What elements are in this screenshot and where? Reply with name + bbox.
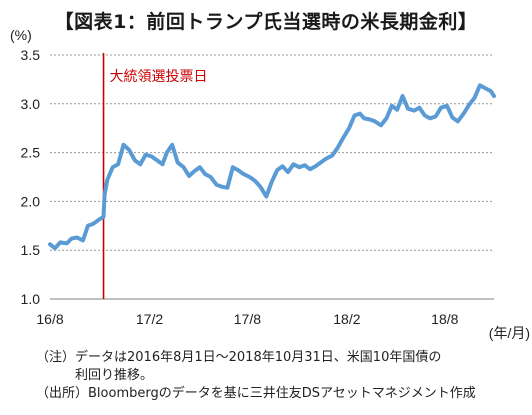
y-tick-label: 2.5 (21, 145, 41, 161)
grid-lines (50, 54, 494, 251)
y-tick-label: 2.0 (21, 193, 41, 209)
y-tick-label: 1.5 (21, 242, 41, 258)
x-tick-label: 17/2 (136, 311, 163, 327)
axis-labels: 1.0 1.5 2.0 2.5 3.0 3.5 16/8 17/2 17/8 18/2 18/8 (%… (10, 27, 530, 341)
note-line-1: （注）データは2016年8月1日～2018年10月31日、米国10年国債の (36, 350, 442, 365)
series-line (48, 83, 496, 251)
x-tick-label: 17/8 (234, 311, 261, 327)
note-line-2: 利回り推移。 (75, 368, 154, 383)
y-tick-label: 1.0 (21, 291, 41, 307)
chart-title-bar: 【図表1：前回トランプ氏当選時の米長期金利】 (0, 0, 532, 40)
source-note: （出所）Bloombergのデータを基に三井住友DSアセットマネジメント作成 (36, 386, 476, 401)
y-axis-label: (%) (10, 27, 32, 43)
election-day-label: 大統領選投票日 (110, 68, 208, 84)
chart-title: 【図表1：前回トランプ氏当選時の米長期金利】 (54, 10, 478, 33)
x-tick-label: 16/8 (36, 311, 63, 327)
annotation-group: 大統領選投票日 (102, 53, 208, 299)
y-tick-label: 3.5 (21, 47, 41, 63)
y-tick-label: 3.0 (21, 96, 41, 112)
series-group (48, 83, 496, 251)
line-chart: 大統領選投票日 1.0 1.5 2.0 2.5 3.0 3.5 16/8 17/2 17/8 18… (10, 27, 530, 341)
x-tick-label: 18/8 (431, 311, 458, 327)
x-tick-label: 18/2 (333, 311, 360, 327)
x-axis-label: (年/月) (489, 325, 530, 341)
